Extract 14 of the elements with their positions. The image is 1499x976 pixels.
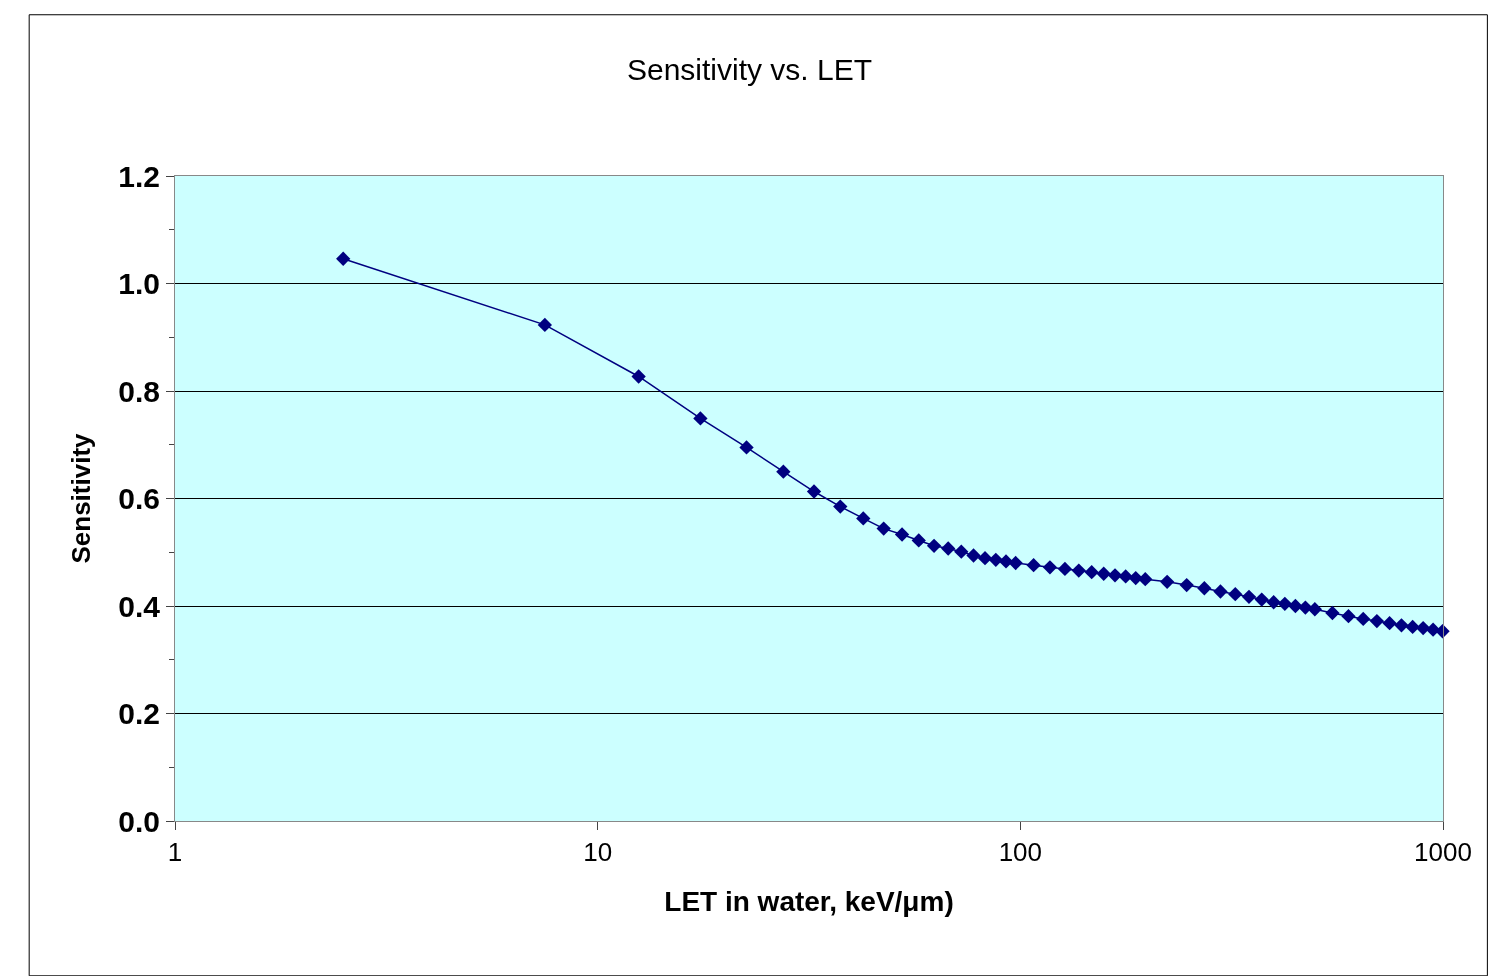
y-tick-label: 0.2	[118, 697, 160, 730]
x-tick-label: 1	[167, 837, 183, 868]
y-tick-label: 1.0	[118, 267, 160, 300]
y-tick-label: 0.6	[118, 482, 160, 515]
x-tick-label: 100	[998, 837, 1043, 868]
y-tick-label: 1.2	[118, 159, 160, 193]
y-tick-label: 0.4	[118, 589, 161, 623]
y-tick-label: 0.0	[118, 804, 160, 838]
y-tick-label: 0.8	[118, 374, 160, 408]
x-tick-label: 1000	[1414, 837, 1472, 868]
chart-title: Sensitivity vs. LET	[626, 52, 873, 86]
x-axis-title: LET in water, keV/μm)	[664, 886, 954, 918]
x-tick-label: 10	[583, 837, 613, 868]
y-axis-title: Sensitivity	[65, 432, 96, 564]
